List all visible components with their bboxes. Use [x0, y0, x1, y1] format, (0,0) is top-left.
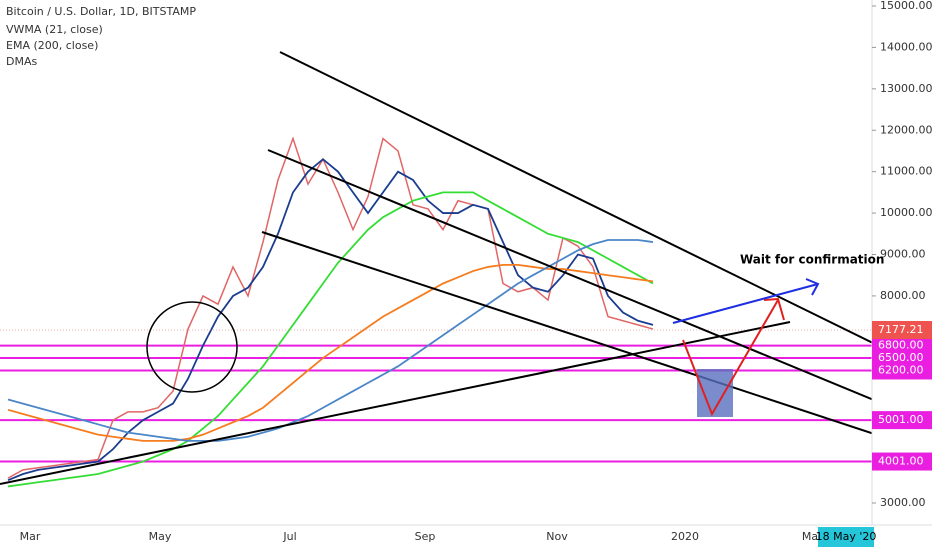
- x-tick-label: Ma: [802, 530, 818, 543]
- arrow-head: [763, 297, 785, 321]
- y-tick-label: 11000.00: [880, 165, 932, 178]
- level-label-box: [872, 411, 932, 430]
- trend-line: [267, 149, 932, 425]
- x-tick-label: Jul: [282, 530, 296, 543]
- drawings: [0, 51, 932, 485]
- last-price-box: [872, 320, 932, 339]
- cursor-date-box: [818, 527, 874, 547]
- moving-average: [7, 239, 654, 442]
- y-tick-label: 10000.00: [880, 206, 932, 219]
- y-tick-label: 15000.00: [880, 0, 932, 12]
- x-tick-label: Nov: [546, 530, 568, 543]
- legend-entry: DMAs: [6, 55, 37, 68]
- y-tick-label: 13000.00: [880, 82, 932, 95]
- level-label: 6200.00: [878, 363, 924, 376]
- level-label: 4001.00: [878, 455, 924, 468]
- arrow-path: [682, 299, 779, 417]
- y-tick-label: 14000.00: [880, 40, 932, 53]
- legend-entry: VWMA (21, close): [6, 23, 103, 36]
- trend-line: [279, 51, 932, 373]
- circle-marker: [146, 301, 238, 393]
- cursor-date: 18 May '20: [816, 530, 877, 543]
- last-price-label: 7177.21: [878, 323, 924, 336]
- arrow-path: [672, 283, 819, 324]
- y-tick-label: 12000.00: [880, 123, 932, 136]
- level-label-box: [872, 361, 932, 380]
- level-label: 6500.00: [878, 351, 924, 364]
- level-label: 6800.00: [878, 339, 924, 352]
- trend-line: [261, 231, 932, 454]
- x-tick-label: 2020: [671, 530, 699, 543]
- legend-entry: EMA (200, close): [6, 39, 98, 52]
- moving-average: [7, 191, 654, 488]
- arrow-head: [805, 278, 820, 296]
- x-tick-label: Sep: [415, 530, 436, 543]
- axes: 3000.00 8000.00 9000.00 10000.00 11000.00 120…: [20, 0, 932, 543]
- annotation: Wait for confirmation: [740, 253, 884, 267]
- x-tick-label: May: [149, 530, 172, 543]
- moving-average: [7, 158, 654, 482]
- chart-title: Bitcoin / U.S. Dollar, 1D, BITSTAMP: [6, 5, 196, 18]
- trend-line: [0, 321, 791, 485]
- y-tick-label: 3000.00: [880, 496, 926, 509]
- y-tick-label: 8000.00: [880, 289, 926, 302]
- level-label: 5001.00: [878, 413, 924, 426]
- x-tick-label: Mar: [20, 530, 41, 543]
- y-tick-label: 9000.00: [880, 248, 926, 261]
- level-label-box: [872, 452, 932, 471]
